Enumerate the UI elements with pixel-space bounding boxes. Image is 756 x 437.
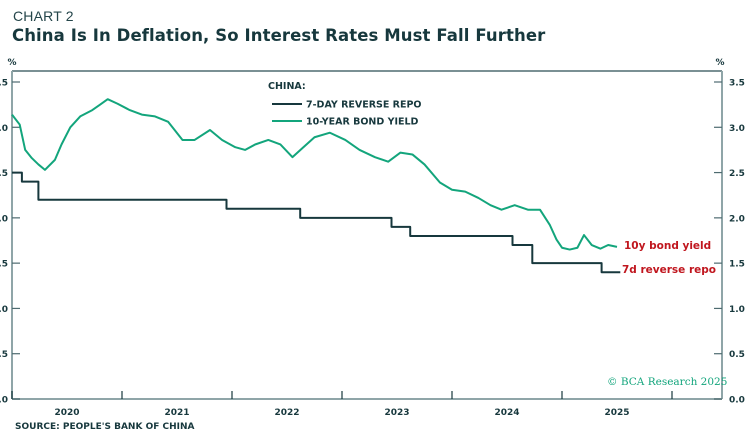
y-tick-label-left: 2.0 bbox=[0, 214, 8, 224]
axes: 0.0 0.0 0.5 0.5 1.0 1.0 1.5 1.5 2.0 2.0 2.5 2.5 3.0 3… bbox=[0, 70, 745, 418]
legend-label-repo: 7-DAY REVERSE REPO bbox=[306, 100, 422, 111]
y-tick-label-right: 0.0 bbox=[729, 396, 745, 406]
x-tick-label: 2023 bbox=[384, 408, 409, 418]
source-note: SOURCE: PEOPLE'S BANK OF CHINA bbox=[15, 422, 195, 432]
legend-title: CHINA: bbox=[268, 81, 306, 92]
annotation-bond: 10y bond yield bbox=[624, 240, 711, 252]
x-tick-label: 2025 bbox=[604, 408, 629, 418]
y-tick-label-right: 1.0 bbox=[729, 305, 745, 315]
y-tick-label-left: 2.5 bbox=[0, 169, 8, 179]
x-tick-label: 2021 bbox=[164, 408, 189, 418]
y-axis-left-unit: % bbox=[7, 58, 16, 68]
series-line-repo bbox=[12, 171, 621, 274]
y-tick-label-left: 0.5 bbox=[0, 350, 8, 360]
y-tick-label-right: 3.5 bbox=[729, 79, 745, 89]
y-tick-label-right: 1.5 bbox=[729, 260, 745, 270]
x-tick-label: 2024 bbox=[494, 408, 519, 418]
y-tick-label-left: 3.5 bbox=[0, 79, 8, 89]
y-tick-label-right: 0.5 bbox=[729, 350, 745, 360]
y-tick-label-right: 3.0 bbox=[729, 124, 745, 134]
x-tick-label: 2022 bbox=[274, 408, 299, 418]
y-tick-label-left: 3.0 bbox=[0, 124, 8, 134]
chart-kicker: CHART 2 bbox=[13, 8, 74, 24]
x-tick-label: 2020 bbox=[54, 408, 79, 418]
credit-text: © BCA Research 2025 bbox=[607, 376, 727, 388]
y-tick-label-left: 0.0 bbox=[0, 396, 8, 406]
y-tick-label-right: 2.5 bbox=[729, 169, 745, 179]
y-axis-right-unit: % bbox=[715, 58, 724, 68]
chart-title: China Is In Deflation, So Interest Rates… bbox=[12, 26, 546, 45]
legend: CHINA: 7-DAY REVERSE REPO 10-YEAR BOND Y… bbox=[268, 81, 422, 128]
series-layer bbox=[11, 98, 621, 274]
y-tick-label-right: 2.0 bbox=[729, 214, 745, 224]
annotation-repo: 7d reverse repo bbox=[622, 264, 716, 276]
legend-label-bond: 10-YEAR BOND YIELD bbox=[306, 117, 419, 128]
y-tick-label-left: 1.0 bbox=[0, 305, 8, 315]
y-tick-label-left: 1.5 bbox=[0, 260, 8, 270]
